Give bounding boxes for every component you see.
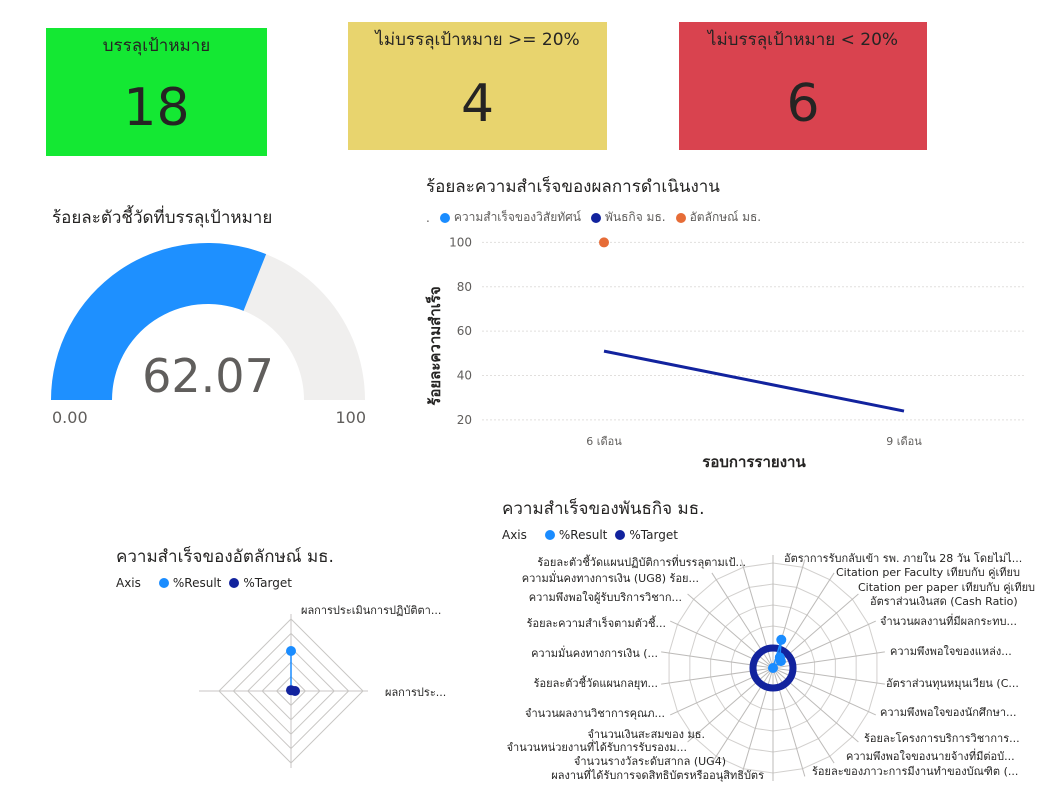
radar-right-axis-label: ร้อยละความสำเร็จตามตัวชี้... <box>527 615 666 630</box>
radar-right-legend-dot-result <box>544 530 555 540</box>
line-point-identity <box>599 237 609 248</box>
kpi-card-miss-ge20-value: 4 <box>460 74 495 134</box>
radar-right-legend: Axis %Result %Target <box>502 528 678 542</box>
radar-left-chart: ผลการประเมินการปฏิบัติตา... ผลการประ... <box>199 604 446 768</box>
line-legend-mission: พันธกิจ มธ. <box>604 210 666 224</box>
radar-right-axis-label: Citation per paper เทียบกับ คู่เทียบ <box>858 581 1035 594</box>
radar-right-axis-label: อัตราส่วนทุนหมุนเวียน (C... <box>886 677 1019 690</box>
gauge-max-label: 100 <box>335 408 366 427</box>
radar-right-axis-label: ความมั่นคงทางการเงิน (UG8) ร้อย... <box>522 570 699 585</box>
radar-right-axis-label: อัตราส่วนเงินสด (Cash Ratio) <box>870 595 1018 608</box>
kpi-card-achieved-bg <box>46 28 267 156</box>
radar-right-legend-dot-target <box>615 530 626 540</box>
line-ytick-label: 80 <box>457 280 472 294</box>
radar-left-title: ความสำเร็จของอัตลักษณ์ มธ. <box>116 547 334 567</box>
kpi-card-miss-ge20: ไม่บรรลุเป้าหมาย >= 20% 4 <box>348 22 607 150</box>
radar-left-legend: Axis %Result %Target <box>116 576 292 590</box>
kpi-card-miss-ge20-bg <box>348 22 607 150</box>
radar-right-axis-label: Citation per Faculty เทียบกับ คู่เทียบ <box>836 566 1020 579</box>
kpi-card-miss-lt20-value: 6 <box>786 74 820 134</box>
gauge-chart: 62.07 0.00 100 <box>51 242 366 427</box>
kpi-card-miss-lt20-bg <box>679 22 927 150</box>
radar-right-axis-label: ร้อยละของภาวะการมีงานทำของบัณฑิต (... <box>812 765 1018 778</box>
radar-right-axis-label: ความพึงพอใจของนายจ้างที่มีต่อบั... <box>846 748 1015 763</box>
radar-right-axis-label: ร้อยละตัวชี้วัดแผนปฏิบัติการที่บรรลุตามเ… <box>537 554 746 569</box>
line-ytick-label: 20 <box>457 413 472 427</box>
line-legend-dot-mission <box>590 212 601 223</box>
radar-right-axis-label: ร้อยละตัวชี้วัดแผนกลยุท... <box>534 675 658 690</box>
kpi-card-achieved-value: 18 <box>123 78 190 138</box>
radar-right-axis-label: ผลงานที่ได้รับการจดสิทธิบัตรหรืออนุสิทธิ… <box>551 767 764 782</box>
radar-right-target-ring <box>749 644 797 692</box>
gauge-min-label: 0.00 <box>52 408 88 427</box>
radar-right-axis-label: ความมั่นคงทางการเงิน (... <box>531 645 658 660</box>
radar-left-legend-axis: Axis <box>116 576 141 590</box>
radar-right-axis-label: ความพึงพอใจผู้รับบริการวิชาก... <box>529 591 682 604</box>
radar-right-legend-axis: Axis <box>502 528 527 542</box>
line-chart-ylabel: ร้อยละความสำเร็จ <box>425 286 444 405</box>
radar-right-axis-label: ร้อยละโครงการบริการวิชาการ... <box>864 731 1020 745</box>
line-legend-vision: ความสำเร็จของวิสัยทัศน์ <box>453 210 581 224</box>
radar-right-axis-label: จำนวนเงินสะสมของ มธ. <box>587 728 705 741</box>
line-chart-xlabel: รอบการรายงาน <box>702 453 806 471</box>
gauge-value: 62.07 <box>142 349 274 403</box>
radar-left-result-point <box>286 646 296 656</box>
line-series-mission <box>603 349 905 413</box>
line-legend-dot-identity <box>675 212 686 223</box>
radar-right-result-center <box>768 663 778 673</box>
radar-right-title: ความสำเร็จของพันธกิจ มธ. <box>502 499 705 519</box>
radar-right-legend-result: %Result <box>558 528 608 542</box>
radar-right-axis-label: จำนวนผลงานที่มีผลกระทบ... <box>880 613 1017 628</box>
line-legend-dot-vision <box>439 212 450 223</box>
radar-right-result-point <box>776 634 787 645</box>
radar-right-legend-target: %Target <box>629 528 678 542</box>
radar-right-axis-label: จำนวนผลงานวิชาการคุณภ... <box>525 707 665 720</box>
radar-left-legend-dot-result <box>158 578 169 588</box>
radar-left-legend-result: %Result <box>172 576 222 590</box>
line-chart-legend: . ความสำเร็จของวิสัยทัศน์ พันธกิจ มธ. อั… <box>426 208 761 227</box>
radar-right-axis-label: ความพึงพอใจของนักศึกษา... <box>880 706 1017 719</box>
radar-right-chart: ร้อยละตัวชี้วัดแผนปฏิบัติการที่บรรลุตามเ… <box>507 551 1035 782</box>
line-legend-identity: อัตลักษณ์ มธ. <box>689 210 762 224</box>
line-legend-prefix: . <box>426 210 430 225</box>
line-xtick-label: 6 เดือน <box>586 435 622 448</box>
gauge-fill <box>51 242 267 400</box>
line-ytick-label: 100 <box>449 235 472 249</box>
gauge-title: ร้อยละตัวชี้วัดที่บรรลุเป้าหมาย <box>52 208 273 228</box>
line-chart: 20 40 60 80 100 6 เดือน 9 เดือน ร้อยละความสำเ… <box>425 235 1026 471</box>
kpi-card-miss-ge20-label: ไม่บรรลุเป้าหมาย >= 20% <box>375 30 580 50</box>
radar-left-target-point <box>290 686 300 696</box>
radar-left-axis-label-right: ผลการประ... <box>385 686 446 699</box>
line-ytick-label: 60 <box>457 324 472 338</box>
kpi-card-achieved-label: บรรลุเป้าหมาย <box>102 36 211 56</box>
radar-right-axis-label: อัตราการรับกลับเข้า รพ. ภายใน 28 วัน โดย… <box>784 551 1022 565</box>
kpi-card-miss-lt20: ไม่บรรลุเป้าหมาย < 20% 6 <box>679 22 927 150</box>
radar-right-result-point <box>775 656 786 667</box>
radar-right-axis-label: ความพึงพอใจของแหล่ง... <box>890 645 1012 658</box>
radar-right-axis-label: จำนวนรางวัลระดับสากล (UG4) <box>574 755 726 768</box>
line-xtick-label: 9 เดือน <box>886 435 922 448</box>
kpi-card-achieved: บรรลุเป้าหมาย 18 <box>46 28 267 156</box>
radar-left-legend-dot-target <box>229 578 240 588</box>
radar-left-axis-label-top: ผลการประเมินการปฏิบัติตา... <box>301 604 441 617</box>
line-ytick-label: 40 <box>457 369 472 383</box>
line-chart-title: ร้อยละความสำเร็จของผลการดำเนินงาน <box>426 177 720 197</box>
kpi-card-miss-lt20-label: ไม่บรรลุเป้าหมาย < 20% <box>707 30 899 50</box>
radar-right-axis-label: จำนวนหน่วยงานที่ได้รับการรับรองม... <box>507 739 687 754</box>
radar-left-legend-target: %Target <box>243 576 292 590</box>
